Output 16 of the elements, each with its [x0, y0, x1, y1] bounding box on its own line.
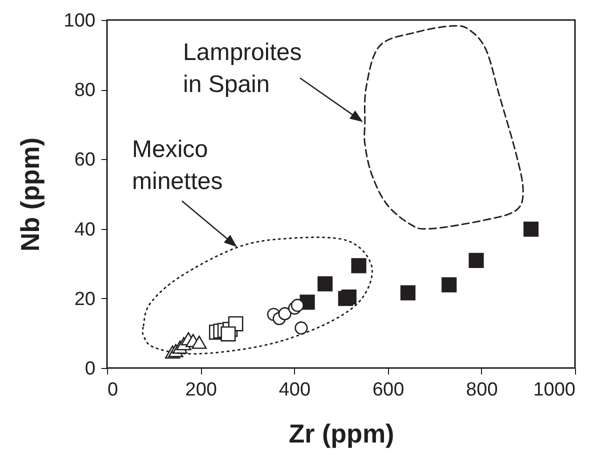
- y-tick-label: 80: [74, 80, 96, 102]
- x-tick-label: 800: [466, 380, 498, 400]
- y-tick-label: 20: [74, 288, 96, 310]
- annotation: Lamproites in Spain: [183, 39, 302, 98]
- y-tick-label: 60: [74, 150, 96, 171]
- x-tick-label: 200: [185, 380, 217, 400]
- x-tick-label: 1000: [533, 380, 576, 400]
- x-tick-label: 400: [278, 380, 311, 400]
- y-tick-label: 40: [74, 219, 96, 240]
- y-tick-label: 100: [64, 10, 96, 32]
- x-tick-label: 0: [108, 380, 118, 400]
- y-tick-label: 0: [84, 358, 96, 380]
- annotation: Mexico minettes: [132, 136, 223, 195]
- y-axis-title: Nb (ppm): [14, 137, 45, 252]
- x-tick-label: 600: [372, 380, 404, 400]
- x-axis-title: Zr (ppm): [288, 418, 394, 448]
